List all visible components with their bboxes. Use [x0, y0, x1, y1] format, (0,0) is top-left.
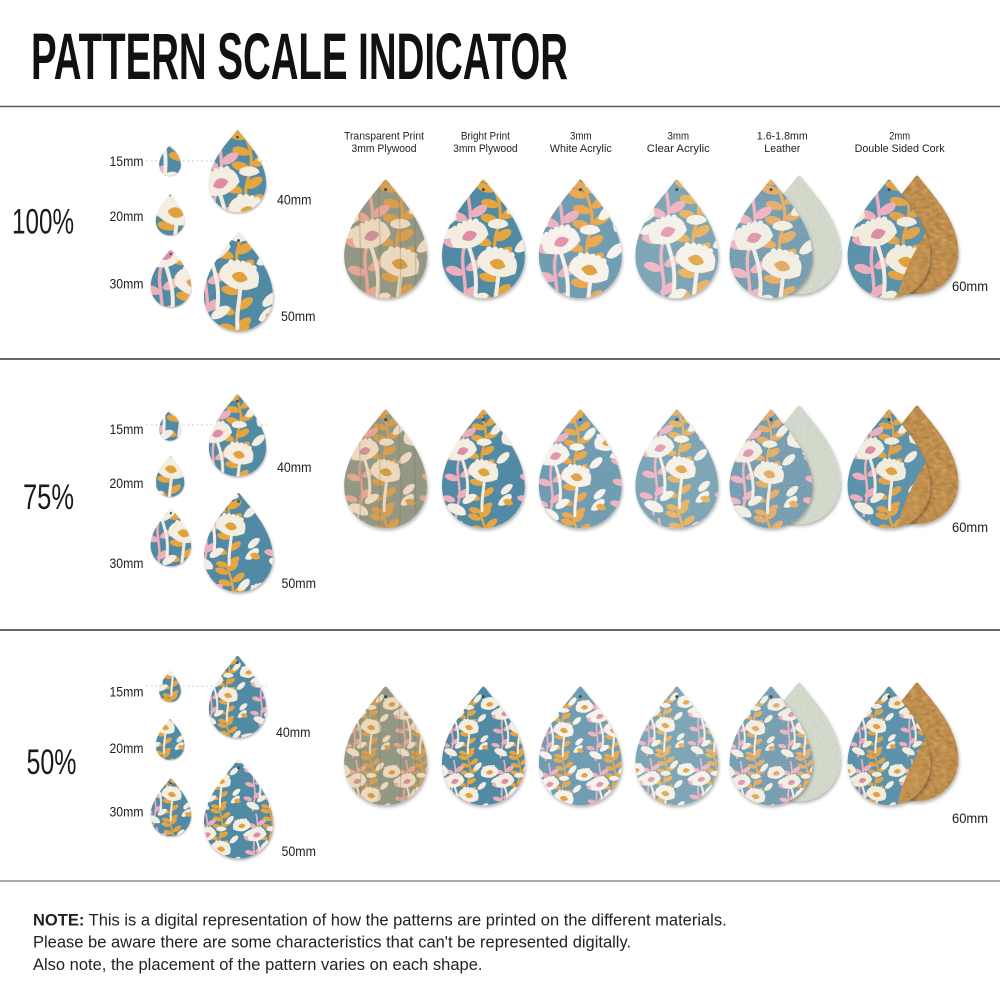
svg-text:Also note, the placement of th: Also note, the placement of the pattern …	[33, 956, 482, 974]
svg-text:50mm: 50mm	[282, 844, 317, 859]
svg-text:15mm: 15mm	[110, 422, 144, 437]
svg-text:Leather: Leather	[764, 143, 800, 155]
svg-text:Please be aware there are some: Please be aware there are some character…	[33, 934, 631, 952]
svg-text:20mm: 20mm	[110, 209, 144, 224]
svg-text:PATTERN SCALE INDICATOR: PATTERN SCALE INDICATOR	[31, 19, 568, 93]
svg-text:20mm: 20mm	[110, 476, 144, 491]
svg-text:40mm: 40mm	[276, 725, 311, 740]
svg-text:30mm: 30mm	[110, 556, 144, 571]
svg-text:15mm: 15mm	[110, 154, 144, 169]
svg-text:100%: 100%	[12, 202, 74, 242]
svg-text:50mm: 50mm	[282, 576, 317, 591]
svg-text:15mm: 15mm	[110, 685, 144, 700]
svg-text:1.6-1.8mm: 1.6-1.8mm	[757, 131, 808, 143]
svg-text:3mm: 3mm	[668, 131, 690, 143]
svg-text:Clear Acrylic: Clear Acrylic	[647, 143, 711, 155]
svg-text:75%: 75%	[23, 477, 74, 517]
svg-text:40mm: 40mm	[277, 460, 312, 475]
svg-text:3mm Plywood: 3mm Plywood	[453, 143, 518, 155]
svg-text:20mm: 20mm	[110, 741, 144, 756]
svg-text:60mm: 60mm	[952, 811, 988, 826]
svg-text:60mm: 60mm	[952, 279, 988, 294]
svg-text:Transparent Print: Transparent Print	[344, 131, 424, 143]
svg-text:White Acrylic: White Acrylic	[550, 143, 612, 155]
svg-text:Double Sided Cork: Double Sided Cork	[855, 143, 945, 155]
svg-text:50%: 50%	[27, 742, 77, 782]
svg-text:30mm: 30mm	[110, 805, 144, 820]
svg-text:50mm: 50mm	[281, 309, 316, 324]
svg-text:NOTE: This is a digital repres: NOTE: This is a digital representation o…	[33, 912, 727, 930]
svg-text:40mm: 40mm	[277, 193, 312, 208]
svg-text:2mm: 2mm	[889, 131, 910, 143]
svg-text:3mm Plywood: 3mm Plywood	[352, 143, 417, 155]
svg-text:60mm: 60mm	[952, 520, 988, 535]
svg-text:3mm: 3mm	[570, 131, 592, 143]
svg-text:30mm: 30mm	[110, 277, 144, 292]
svg-text:Bright Print: Bright Print	[461, 131, 510, 143]
